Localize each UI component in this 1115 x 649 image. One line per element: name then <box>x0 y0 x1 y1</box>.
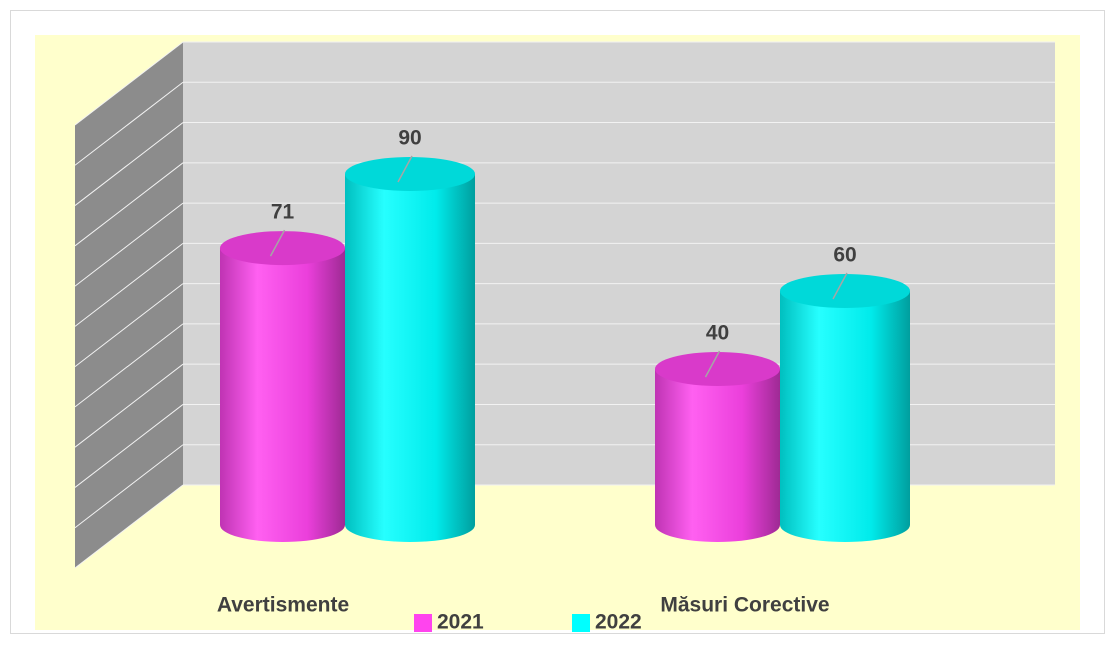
label-leader <box>397 155 413 183</box>
side-wall <box>75 42 183 568</box>
side-grid-line <box>74 242 184 327</box>
side-grid-line <box>74 41 184 126</box>
side-grid-line <box>74 122 184 206</box>
data-label: 90 <box>398 127 421 150</box>
side-grid-line <box>74 404 184 488</box>
label-leader <box>704 350 721 378</box>
cylinder-top <box>655 352 780 386</box>
legend-label: 2022 <box>595 611 642 634</box>
side-grid-line <box>74 283 184 368</box>
legend-label: 2021 <box>437 611 484 634</box>
side-grid-line <box>74 444 184 529</box>
side-grid-line <box>74 363 184 448</box>
cylinder-bar <box>220 248 345 542</box>
cylinder-top <box>780 274 910 308</box>
cylinder-bar <box>655 369 780 542</box>
legend-swatch <box>572 614 590 632</box>
side-grid-line <box>74 202 184 287</box>
x-tick-label: Măsuri Corective <box>660 594 829 617</box>
cylinder-top <box>345 157 475 191</box>
side-grid-line <box>74 81 184 166</box>
data-label: 71 <box>271 201 295 224</box>
x-tick-label: Avertismente <box>217 594 349 617</box>
cylinder-top <box>220 231 345 266</box>
data-label: 60 <box>833 244 856 267</box>
legend-swatch <box>414 614 432 632</box>
side-grid-line <box>74 484 184 569</box>
label-leader <box>269 229 286 257</box>
cylinder-bar <box>345 174 475 542</box>
label-leader <box>832 272 848 300</box>
cylinder-bar <box>780 291 910 542</box>
side-grid-line <box>74 323 184 408</box>
side-grid-line <box>74 162 184 247</box>
data-label: 40 <box>706 322 729 345</box>
